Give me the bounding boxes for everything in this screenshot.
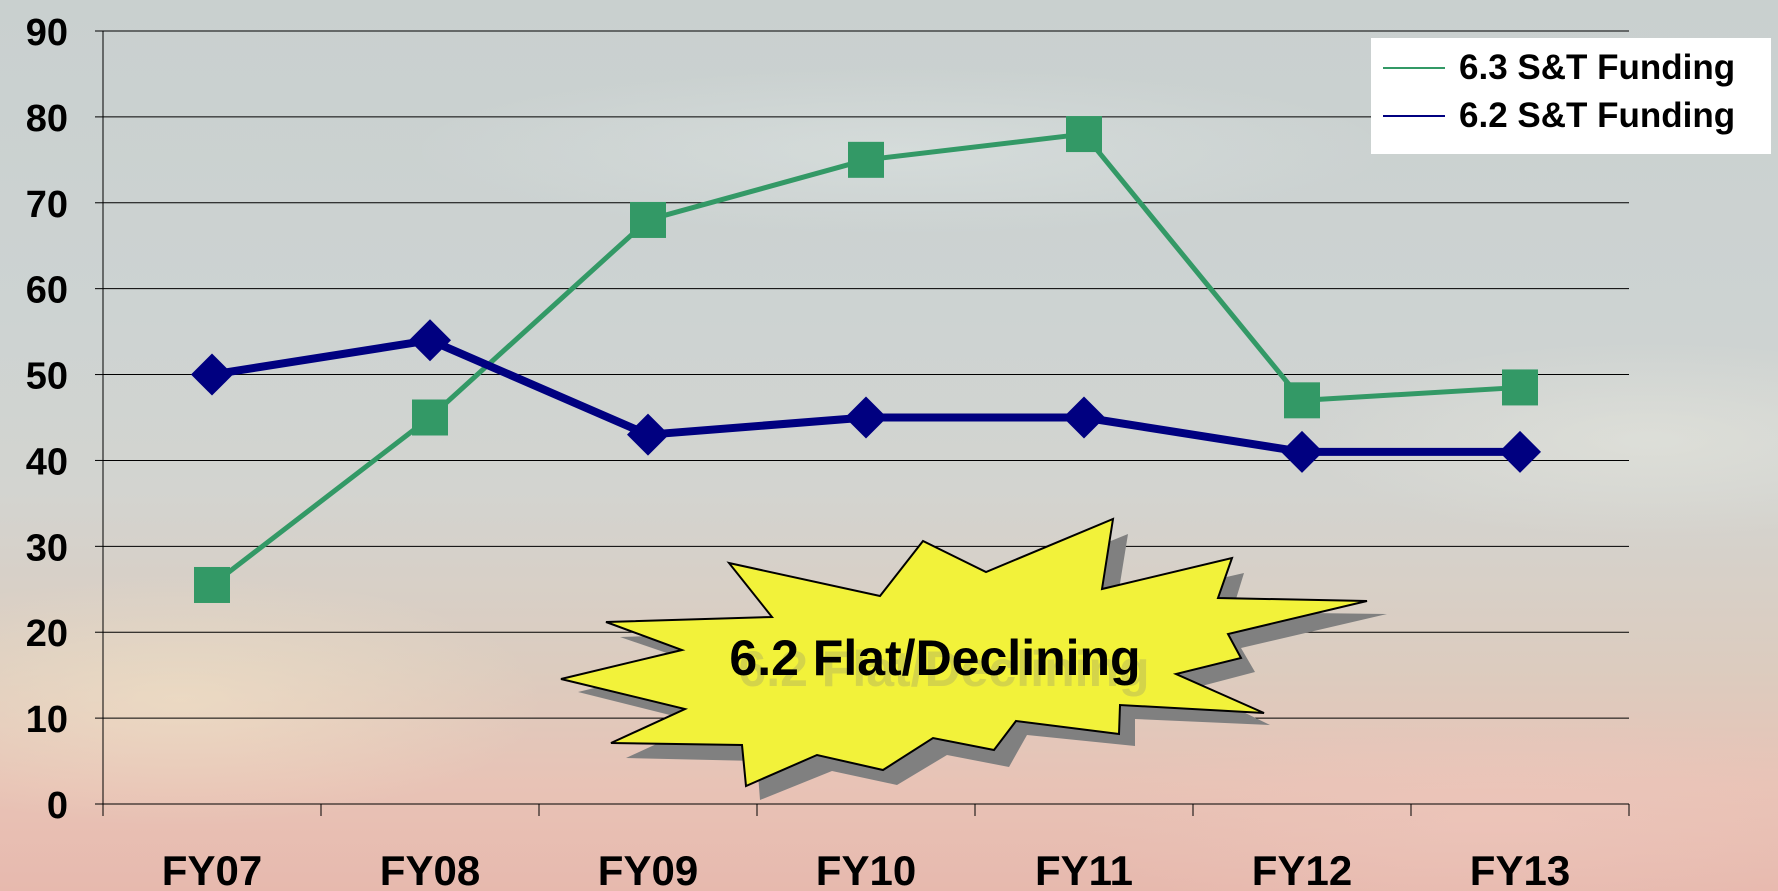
- marker-diamond-FY08: [409, 319, 451, 362]
- marker-diamond-FY11: [1063, 396, 1105, 439]
- annotation-text-shadow: 6.2 Flat/Declining: [738, 641, 1149, 697]
- series-1: [191, 319, 1541, 473]
- marker-square-FY11: [1066, 116, 1102, 153]
- x-tick-label-FY13: FY13: [1470, 847, 1570, 891]
- y-tick-label-60: 60: [26, 270, 68, 312]
- y-tick-label-90: 90: [26, 12, 68, 54]
- x-tick-label-FY10: FY10: [816, 847, 916, 891]
- marker-square-FY07: [194, 566, 230, 603]
- legend-swatch-6-2: [1383, 115, 1445, 117]
- y-tick-label-50: 50: [26, 356, 68, 398]
- legend-label-6-2: 6.2 S&T Funding: [1459, 96, 1736, 135]
- x-tick-label-FY09: FY09: [598, 847, 698, 891]
- series-line-0: [210, 131, 1521, 587]
- legend-label-6-3: 6.3 S&T Funding: [1459, 48, 1736, 87]
- marker-square-FY08: [412, 399, 448, 436]
- marker-diamond-FY10: [845, 396, 887, 439]
- marker-square-FY10: [848, 141, 884, 178]
- axes: [95, 30, 1630, 816]
- marker-diamond-FY13: [1499, 430, 1541, 473]
- y-tick-label-30: 30: [26, 527, 68, 569]
- y-tick-label-40: 40: [26, 441, 68, 483]
- legend: 6.3 S&T Funding 6.2 S&T Funding: [1371, 38, 1771, 154]
- y-tick-label-20: 20: [26, 613, 68, 655]
- y-tick-label-70: 70: [26, 184, 68, 226]
- y-tick-label-10: 10: [26, 699, 68, 741]
- x-tick-label-FY11: FY11: [1035, 847, 1133, 891]
- x-tick-label-FY12: FY12: [1252, 847, 1352, 891]
- legend-item-6-2: 6.2 S&T Funding: [1383, 94, 1735, 138]
- annotation-starburst: 6.2 Flat/Declining 6.2 Flat/Declining: [560, 517, 1387, 800]
- x-tick-label-FY07: FY07: [162, 847, 262, 891]
- annotation-text: 6.2 Flat/Declining: [729, 630, 1140, 686]
- marker-diamond-FY07: [191, 353, 233, 396]
- legend-swatch-6-3: [1383, 67, 1445, 69]
- legend-item-6-3: 6.3 S&T Funding: [1383, 46, 1735, 90]
- y-tick-label-0: 0: [47, 785, 68, 827]
- x-tick-labels: FY07 FY08 FY09 FY10 FY11 FY12 FY13: [162, 847, 1570, 891]
- marker-diamond-FY09: [627, 413, 669, 456]
- y-tick-labels: 0 10 20 30 40 50 60 70 80 90: [26, 12, 68, 827]
- starburst-shape: [560, 517, 1368, 788]
- series-group: [191, 116, 1541, 603]
- marker-square-FY13: [1502, 369, 1538, 406]
- marker-diamond-FY12: [1281, 430, 1323, 473]
- y-tick-label-80: 80: [26, 98, 68, 140]
- marker-square-FY12: [1284, 382, 1320, 419]
- series-0: [194, 116, 1538, 603]
- marker-square-FY09: [630, 201, 666, 238]
- x-tick-label-FY08: FY08: [380, 847, 480, 891]
